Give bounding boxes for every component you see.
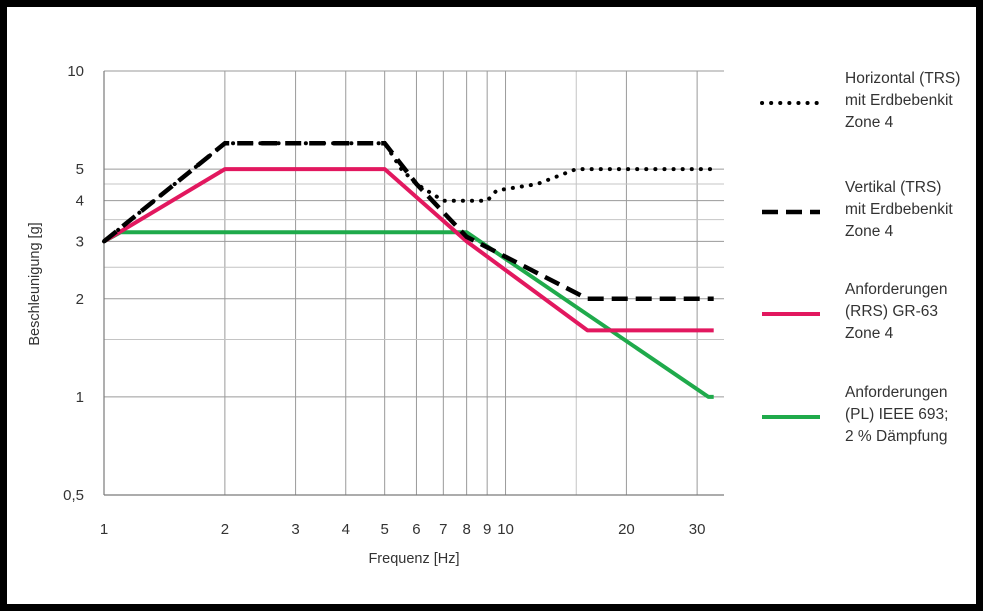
x-tick-label: 20: [618, 521, 635, 538]
tick-layer: 1 2 3 4 5 6 7 8 9 10 20 30 0,5 1 2 3 4 5 10: [63, 63, 705, 538]
y-axis-title: Beschleunigung [g]: [27, 222, 43, 345]
x-axis-title: Frequenz [Hz]: [368, 551, 459, 567]
x-tick-label: 6: [412, 521, 420, 538]
x-tick-label: 9: [483, 521, 491, 538]
series-line-4: [103, 230, 714, 399]
legend-label-line: Zone 4: [845, 223, 894, 240]
x-tick-label: 8: [462, 521, 470, 538]
x-tick-label: 3: [291, 521, 299, 538]
legend-label-line: Vertikal (TRS): [845, 179, 941, 196]
series-line-1: [102, 141, 716, 244]
x-tick-label: 10: [497, 521, 514, 538]
x-tick-label: 30: [689, 521, 706, 538]
legend-label-line: mit Erdbebenkit: [845, 201, 953, 218]
axis-layer: [103, 71, 724, 496]
legend-label-line: (PL) IEEE 693;: [845, 406, 948, 423]
x-tick-label: 2: [221, 521, 229, 538]
y-tick-label: 4: [76, 193, 84, 210]
legend-label-line: Anforderungen: [845, 281, 948, 298]
y-tick-label: 5: [76, 161, 84, 178]
legend-item-4: Anforderungen (PL) IEEE 693; 2 % Dämpfung: [762, 384, 948, 445]
x-tick-label: 7: [439, 521, 447, 538]
legend-item-1: Horizontal (TRS) mit Erdbebenkit Zone 4: [760, 70, 960, 131]
y-tick-label: 0,5: [63, 487, 84, 504]
y-tick-label: 1: [76, 389, 84, 406]
legend-label-line: mit Erdbebenkit: [845, 92, 953, 109]
legend-label-line: (RRS) GR-63: [845, 303, 938, 320]
x-tick-label: 5: [380, 521, 388, 538]
legend-label-line: 2 % Dämpfung: [845, 428, 948, 445]
x-tick-label: 4: [342, 521, 350, 538]
y-tick-label: 10: [67, 63, 84, 80]
series-layer: [102, 141, 716, 399]
legend-label-line: Zone 4: [845, 114, 894, 131]
legend-label-line: Anforderungen: [845, 384, 948, 401]
legend-label-line: Horizontal (TRS): [845, 70, 960, 87]
x-tick-label: 1: [100, 521, 108, 538]
series-line-3: [102, 167, 714, 333]
y-tick-label: 2: [76, 291, 84, 308]
legend-item-3: Anforderungen (RRS) GR-63 Zone 4: [762, 281, 948, 342]
legend-label-line: Zone 4: [845, 325, 894, 342]
y-tick-label: 3: [76, 233, 84, 250]
grid-layer: [104, 70, 724, 495]
legend-item-2: Vertikal (TRS) mit Erdbebenkit Zone 4: [762, 179, 953, 240]
